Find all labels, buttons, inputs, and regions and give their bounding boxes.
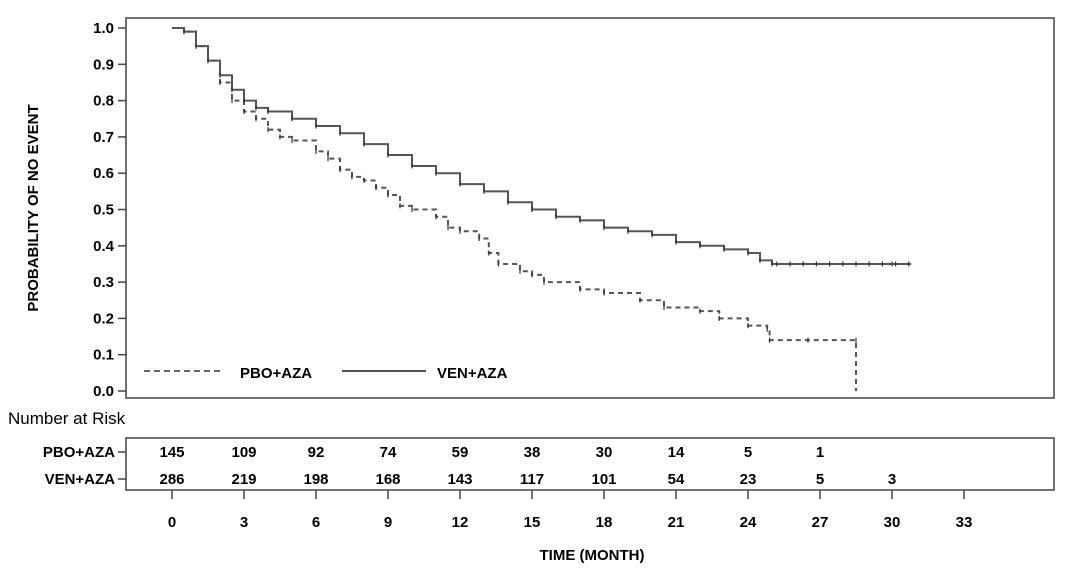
x-tick-label: 18 — [596, 514, 613, 531]
y-tick-label: 0.6 — [93, 165, 114, 182]
y-tick-label: 0.9 — [93, 56, 114, 73]
y-tick-label: 0.2 — [93, 310, 114, 327]
risk-value: 109 — [231, 444, 256, 461]
y-tick-label: 0.3 — [93, 274, 114, 291]
x-tick-label: 9 — [384, 514, 392, 531]
risk-value: 5 — [816, 471, 824, 488]
risk-table-title: Number at Risk — [8, 409, 126, 428]
risk-value: 1 — [816, 444, 824, 461]
series-pbo-aza-line — [172, 27, 857, 391]
risk-row-label-ven: VEN+AZA — [45, 471, 116, 488]
x-tick-label: 33 — [956, 514, 973, 531]
risk-value: 30 — [596, 444, 613, 461]
x-tick-label: 12 — [452, 514, 469, 531]
y-tick-label: 0.4 — [93, 238, 115, 255]
risk-value: 117 — [520, 471, 544, 488]
x-tick-label: 0 — [168, 514, 176, 531]
y-tick-label: 0.5 — [93, 202, 114, 219]
risk-value: 145 — [159, 444, 184, 461]
risk-row-label-pbo: PBO+AZA — [43, 444, 115, 461]
risk-value: 92 — [308, 444, 325, 461]
x-tick-label: 15 — [524, 514, 541, 531]
risk-value: 38 — [524, 444, 541, 461]
risk-value: 74 — [380, 444, 397, 461]
risk-value: 5 — [744, 444, 752, 461]
survival-curves — [172, 27, 912, 391]
x-axis-title: TIME (MONTH) — [540, 547, 645, 564]
series-ven-aza-line — [172, 27, 912, 265]
x-tick-label: 24 — [740, 514, 757, 531]
y-tick-label: 0.8 — [93, 93, 114, 110]
risk-value: 14 — [668, 444, 685, 461]
y-tick-label: 0.7 — [93, 129, 114, 146]
y-tick-label: 1.0 — [93, 20, 114, 37]
risk-value: 198 — [303, 471, 328, 488]
y-tick-label: 0.1 — [93, 347, 114, 364]
risk-value: 101 — [591, 471, 616, 488]
legend-pbo-label: PBO+AZA — [240, 365, 312, 382]
risk-value: 219 — [231, 471, 256, 488]
legend-ven-label: VEN+AZA — [437, 365, 508, 382]
risk-value: 59 — [452, 444, 469, 461]
risk-value: 286 — [159, 471, 184, 488]
risk-value: 54 — [668, 471, 685, 488]
x-tick-label: 30 — [884, 514, 901, 531]
y-tick-label: 0.0 — [93, 383, 114, 400]
risk-value: 3 — [888, 471, 896, 488]
x-tick-label: 21 — [668, 514, 685, 531]
y-axis: 0.0 0.1 0.2 0.3 0.4 0.5 0.6 0.7 0.8 0.9 1.0 — [93, 20, 126, 400]
x-tick-label: 27 — [812, 514, 829, 531]
x-axis: 0 3 6 9 12 15 18 21 24 27 30 33 — [168, 490, 973, 531]
risk-value: 168 — [375, 471, 400, 488]
x-tick-label: 6 — [312, 514, 320, 531]
y-axis-title: PROBABILITY OF NO EVENT — [25, 104, 42, 311]
risk-table-frame — [125, 437, 1055, 491]
risk-value: 143 — [447, 471, 472, 488]
legend: PBO+AZA VEN+AZA — [144, 365, 508, 382]
plot-frame — [125, 17, 1055, 399]
risk-value: 23 — [740, 471, 757, 488]
x-tick-label: 3 — [240, 514, 248, 531]
